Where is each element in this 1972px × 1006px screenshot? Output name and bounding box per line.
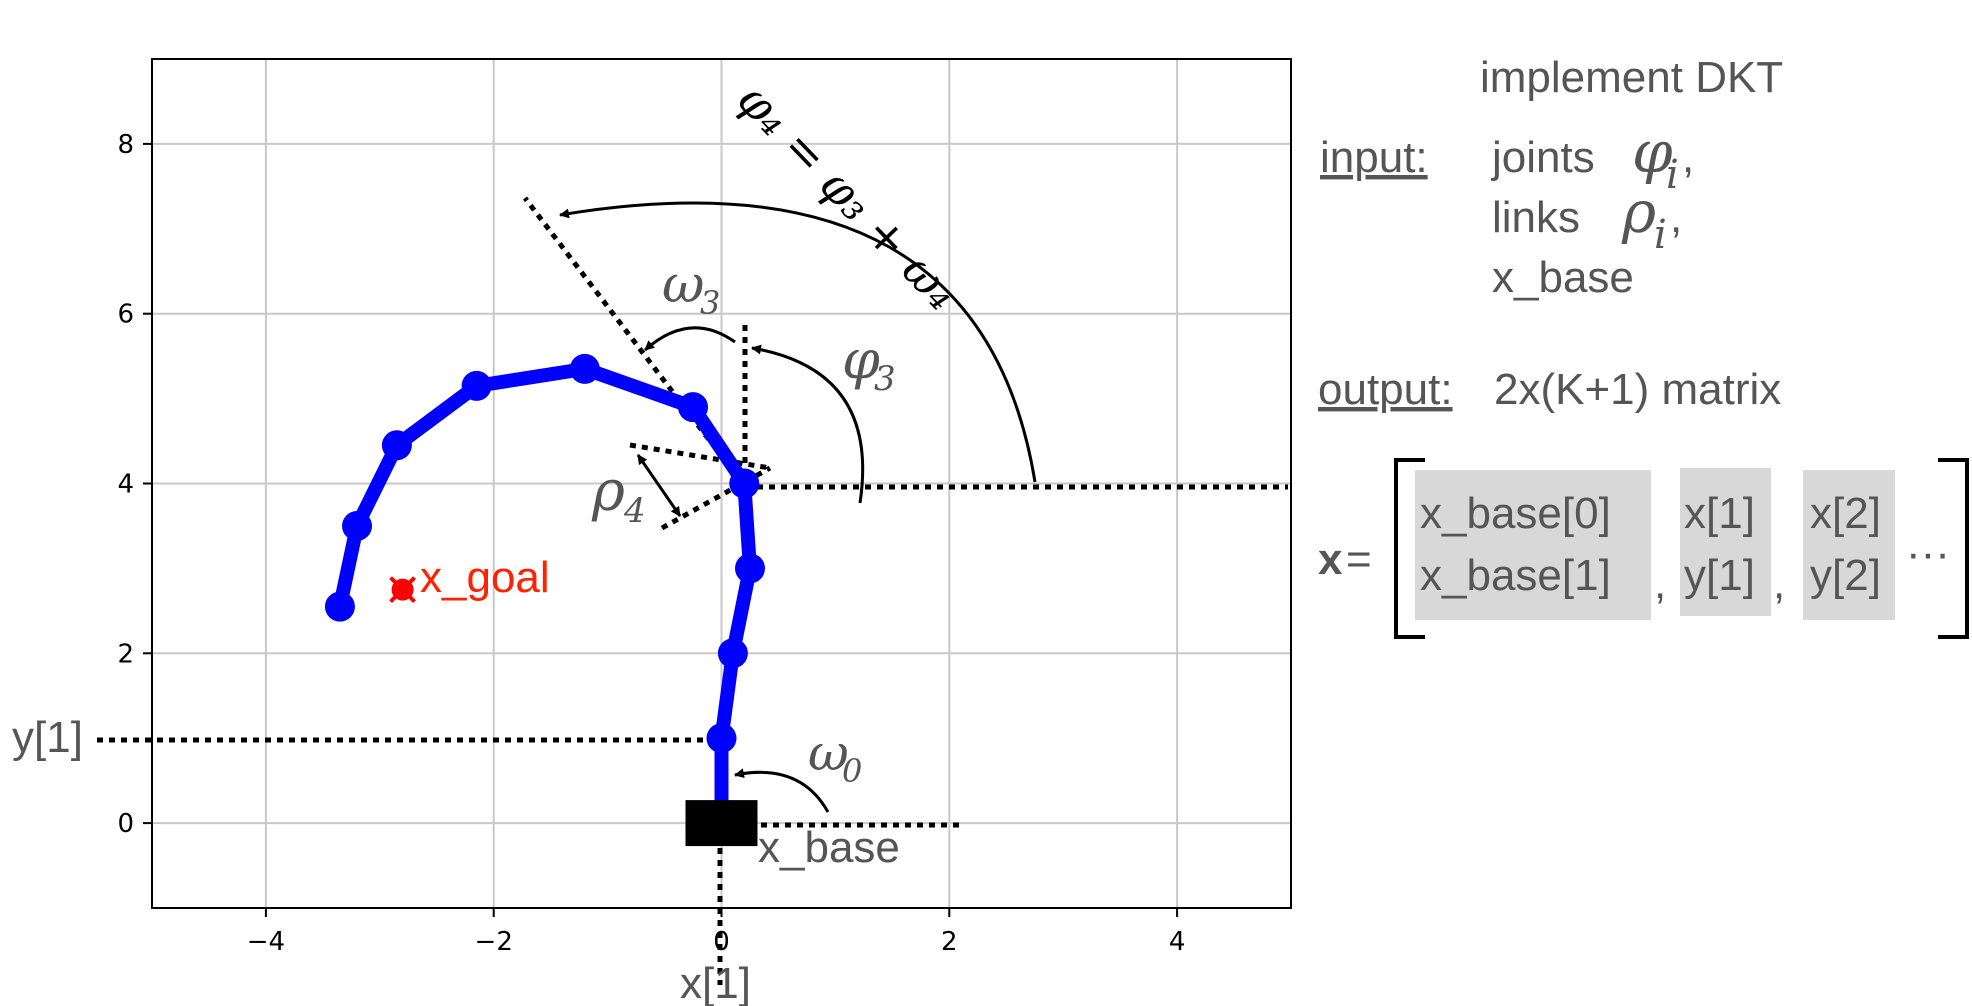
phi3-arrow [751,344,865,504]
matrix-col0-bot: x_base[1] [1420,551,1611,600]
links-subscript: i [1654,212,1667,258]
goal-cross [389,576,416,604]
joints-text: joints [1490,133,1595,182]
matrix-right-bracket [1938,458,1969,639]
phi4-equation-label: φ₄ = φ₃ + ω₄ [727,72,969,320]
matrix-col0-top: x_base[0] [1420,489,1611,538]
arm-joint [324,591,355,622]
output-text: 2x(K+1) matrix [1494,365,1781,414]
x-base-label: x_base [758,823,900,872]
svg-text:3: 3 [874,359,896,399]
arm-joint [678,392,709,423]
x-tick-label: 4 [1169,927,1186,957]
input-label: input: [1320,133,1428,182]
matrix-comma-1: , [1654,559,1666,608]
joints-subscript: i [1666,152,1679,198]
info-panel: implement DKT input: joints φ i , links … [1318,53,1969,639]
links-comma: , [1670,193,1682,242]
rho-tick-bottom [660,465,772,531]
phi3-label: φ 3 [842,328,896,399]
matrix-col2-bot: y[2] [1810,551,1881,600]
omega3-arrow [644,326,736,352]
matrix-col1-bot: y[1] [1684,551,1755,600]
svg-text:0: 0 [842,752,862,790]
arm-joint [342,510,373,541]
matrix-col0-bg [1415,470,1651,620]
arm-joint [461,370,492,401]
omega0-label: ω 0 [808,724,862,790]
matrix-comma-2: , [1773,559,1785,608]
y-tick-label: 0 [117,809,134,839]
y-tick-label: 6 [117,300,134,330]
arm-joint [734,553,765,584]
matrix-col2-bg [1803,470,1895,620]
svg-text:ρ: ρ [591,459,625,524]
x-base-input-text: x_base [1492,253,1634,302]
rho4-label: ρ 4 [591,459,646,531]
y-tick-label: 4 [117,470,134,500]
construction-lines [97,196,1288,985]
links-text: links [1492,193,1580,242]
output-label: output: [1318,365,1453,414]
matrix-col2-top: x[2] [1810,489,1881,538]
panel-title: implement DKT [1480,53,1783,102]
omega3-label: ω 3 [662,255,720,322]
rho-tick-top [629,442,771,471]
robot-arm-joints [324,353,765,754]
x-tick-label: −2 [475,927,513,957]
y1-label: y[1] [12,713,83,762]
x-tick-label: 0 [713,927,730,957]
goal-marker [389,576,416,604]
matrix-equals: = [1346,535,1372,584]
x-tick-label: −4 [247,927,285,957]
x1-label: x[1] [680,959,751,1006]
links-symbol: ρ [1621,178,1656,246]
phi4-arrow [559,201,1037,483]
angle-arrows [559,201,1037,813]
svg-text:ω: ω [808,724,849,782]
joints-symbol: φ [1632,118,1673,186]
svg-text:4: 4 [623,491,646,531]
arm-joint [569,353,600,384]
x-tick-label: 2 [941,927,958,957]
arm-joint [717,638,748,669]
matrix-left-bracket [1394,458,1425,639]
robot-base-block [685,800,758,847]
y-tick-label: 2 [117,639,134,669]
joints-comma: , [1682,133,1694,182]
omega0-arrow [734,768,830,813]
x-goal-label: x_goal [420,553,550,602]
axis-ticks: −4 −2 0 2 4 0 2 4 6 8 [117,130,1185,957]
matrix-lhs: x [1318,535,1343,584]
matrix-col1-top: x[1] [1684,489,1755,538]
matrix-col1-bg [1680,468,1771,616]
matrix-ellipsis: ··· [1906,529,1950,578]
svg-text:3: 3 [700,284,720,322]
arm-joint [381,430,412,461]
svg-text:φ: φ [842,328,880,391]
svg-text:ω: ω [662,255,704,315]
rho4-arrow [636,454,682,517]
arm-joint [706,723,737,754]
arm-joint [729,468,760,499]
y-tick-label: 8 [117,130,134,160]
